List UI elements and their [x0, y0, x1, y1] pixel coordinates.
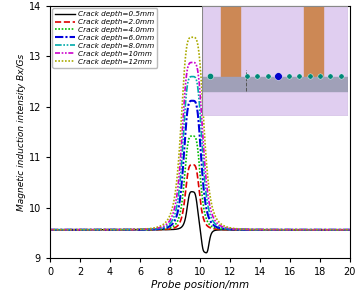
Crack depth=0.5mm: [342, 228, 346, 232]
Crack depth=8.0mm: [342, 228, 346, 232]
Crack depth=6.0mm: [176, 209, 180, 213]
Bar: [202, 77, 348, 92]
Crack depth=4.0mm: [176, 218, 180, 222]
Crack depth=2.0mm: [82, 228, 86, 232]
Crack depth=8.0mm: [176, 198, 180, 201]
Crack depth=12mm: [163, 221, 167, 225]
Crack depth=10mm: [348, 228, 352, 232]
Crack depth=6.0mm: [342, 228, 346, 232]
Line: Crack depth=2.0mm: Crack depth=2.0mm: [50, 165, 350, 230]
Crack depth=10mm: [310, 228, 314, 232]
Crack depth=2.0mm: [163, 228, 167, 231]
Crack depth=8.0mm: [100, 228, 104, 232]
Crack depth=6.0mm: [100, 228, 104, 232]
Crack depth=4.0mm: [310, 228, 314, 232]
Crack depth=0.5mm: [310, 228, 314, 232]
Crack depth=0.5mm: [100, 228, 104, 232]
Crack depth=4.0mm: [48, 228, 52, 232]
Crack depth=0.5mm: [163, 228, 167, 232]
Crack depth=10mm: [163, 224, 167, 227]
Crack depth=6.0mm: [48, 228, 52, 232]
Crack depth=2.0mm: [310, 228, 314, 232]
Crack depth=10mm: [48, 228, 52, 232]
Line: Crack depth=6.0mm: Crack depth=6.0mm: [50, 101, 350, 230]
Crack depth=12mm: [310, 228, 314, 232]
Crack depth=10mm: [82, 228, 86, 232]
Crack depth=10mm: [342, 228, 346, 232]
Crack depth=10mm: [190, 61, 195, 64]
Crack depth=2.0mm: [190, 163, 195, 166]
Crack depth=12mm: [342, 228, 346, 232]
Crack depth=12mm: [82, 228, 86, 232]
Crack depth=6.0mm: [163, 226, 167, 230]
Crack depth=8.0mm: [310, 228, 314, 232]
Crack depth=0.5mm: [348, 228, 352, 232]
Crack depth=2.0mm: [176, 224, 180, 227]
Crack depth=6.0mm: [190, 99, 195, 103]
Crack depth=0.5mm: [82, 228, 86, 232]
Crack depth=8.0mm: [82, 228, 86, 232]
Crack depth=4.0mm: [190, 134, 195, 138]
Crack depth=2.0mm: [48, 228, 52, 232]
Crack depth=4.0mm: [163, 227, 167, 231]
Crack depth=8.0mm: [163, 225, 167, 229]
Crack depth=12mm: [100, 228, 104, 232]
Crack depth=8.0mm: [190, 75, 195, 78]
Crack depth=4.0mm: [82, 228, 86, 232]
Crack depth=8.0mm: [348, 228, 352, 232]
Crack depth=6.0mm: [82, 228, 86, 232]
Crack depth=2.0mm: [100, 228, 104, 232]
Line: Crack depth=8.0mm: Crack depth=8.0mm: [50, 76, 350, 230]
Crack depth=6.0mm: [348, 228, 352, 232]
X-axis label: Probe position/mm: Probe position/mm: [151, 280, 249, 290]
Crack depth=12mm: [176, 166, 180, 169]
Crack depth=12mm: [348, 228, 352, 232]
Crack depth=10mm: [176, 185, 180, 188]
Crack depth=0.5mm: [48, 228, 52, 232]
Crack depth=10mm: [100, 228, 104, 232]
Line: Crack depth=0.5mm: Crack depth=0.5mm: [50, 192, 350, 253]
Line: Crack depth=10mm: Crack depth=10mm: [50, 62, 350, 230]
Line: Crack depth=4.0mm: Crack depth=4.0mm: [50, 136, 350, 230]
Crack depth=0.5mm: [176, 227, 180, 231]
Crack depth=4.0mm: [348, 228, 352, 232]
Crack depth=6.0mm: [310, 228, 314, 232]
Bar: [304, 6, 323, 78]
Y-axis label: Magnetic induction intensity Bx/Gs: Magnetic induction intensity Bx/Gs: [17, 53, 26, 211]
Crack depth=0.5mm: [190, 190, 194, 194]
Crack depth=2.0mm: [342, 228, 346, 232]
Crack depth=12mm: [190, 35, 195, 39]
Crack depth=4.0mm: [342, 228, 346, 232]
Line: Crack depth=12mm: Crack depth=12mm: [50, 37, 350, 230]
Crack depth=2.0mm: [348, 228, 352, 232]
Crack depth=12mm: [48, 228, 52, 232]
Legend: Crack depth=0.5mm, Crack depth=2.0mm, Crack depth=4.0mm, Crack depth=6.0mm, Crac: Crack depth=0.5mm, Crack depth=2.0mm, Cr…: [52, 8, 157, 68]
Crack depth=4.0mm: [100, 228, 104, 232]
Crack depth=0.5mm: [204, 251, 208, 255]
Bar: [221, 6, 240, 78]
Crack depth=8.0mm: [48, 228, 52, 232]
